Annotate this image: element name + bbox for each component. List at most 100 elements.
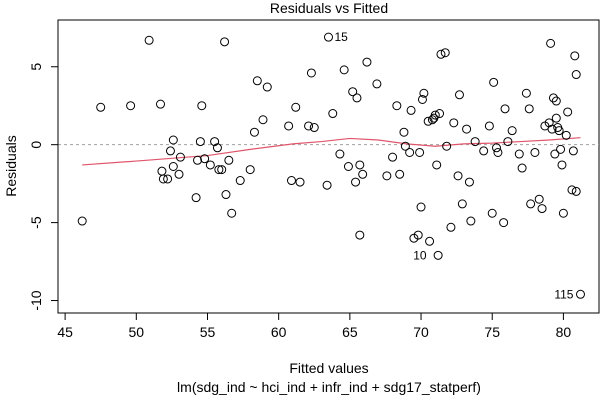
data-point: [200, 154, 210, 164]
x-tick-label: 65: [342, 324, 358, 340]
data-point: [499, 218, 509, 228]
data-point: [306, 68, 316, 78]
data-point: [156, 99, 166, 109]
data-point: [462, 124, 472, 134]
chart-title: Residuals vs Fitted: [270, 0, 388, 16]
data-point: [395, 169, 405, 179]
data-point: [575, 289, 585, 299]
data-point: [413, 230, 423, 240]
data-point: [457, 199, 467, 209]
data-point: [157, 166, 167, 176]
data-point: [168, 162, 178, 171]
data-point: [453, 171, 463, 181]
x-tick-label: 50: [129, 324, 145, 340]
point-labels: 15 10 115: [335, 30, 574, 301]
data-point: [435, 109, 445, 119]
data-point: [558, 208, 568, 218]
data-point: [286, 176, 296, 186]
data-point: [425, 236, 435, 246]
data-point: [430, 110, 440, 120]
data-point: [423, 116, 433, 126]
data-point: [348, 87, 358, 97]
data-point: [561, 130, 571, 140]
y-tick-label: -5: [28, 216, 44, 229]
data-point: [193, 155, 203, 165]
data-point: [77, 216, 87, 226]
x-tick-label: 60: [271, 324, 287, 340]
data-point: [335, 149, 345, 159]
data-point: [568, 146, 578, 156]
data-point: [372, 79, 382, 89]
data-point: [235, 176, 245, 186]
y-axis: -10 -5 0 5: [28, 63, 59, 311]
data-point: [358, 169, 368, 179]
data-point: [544, 118, 554, 128]
data-point: [262, 82, 272, 92]
loess-smooth-line: [82, 137, 581, 166]
data-point: [158, 174, 168, 184]
data-point: [436, 49, 446, 59]
data-point: [440, 48, 450, 58]
data-point: [212, 143, 222, 153]
data-point: [526, 199, 536, 209]
y-tick-label: 5: [28, 63, 44, 71]
data-point: [362, 57, 372, 67]
x-tick-label: 45: [57, 324, 73, 340]
data-point: [551, 96, 561, 106]
data-point: [493, 147, 503, 157]
data-point: [399, 127, 409, 137]
data-point: [168, 135, 178, 145]
data-point: [245, 165, 255, 175]
data-point: [220, 37, 230, 47]
data-point: [406, 105, 416, 115]
data-point: [570, 51, 580, 61]
y-tick-label: 0: [28, 141, 44, 149]
data-point: [355, 160, 365, 170]
data-point: [221, 190, 231, 200]
x-tick-label: 75: [484, 324, 500, 340]
data-point: [339, 65, 349, 75]
data-point: [489, 77, 499, 87]
x-axis-sublabel: lm(sdg_ind ~ hci_ind + infr_ind + sdg17_…: [177, 379, 481, 395]
data-point: [291, 102, 301, 112]
data-point: [392, 101, 402, 111]
x-axis-label: Fitted values: [289, 360, 368, 376]
data-point: [304, 121, 314, 131]
data-point: [405, 147, 415, 157]
data-point: [487, 208, 497, 218]
data-point: [442, 141, 452, 151]
data-point: [557, 160, 567, 170]
data-point: [416, 202, 426, 212]
point-label: 10: [413, 248, 427, 262]
data-point: [96, 102, 106, 112]
data-point: [556, 144, 566, 154]
data-point: [524, 104, 534, 114]
x-tick-label: 70: [413, 324, 429, 340]
plot-box: [57, 19, 600, 314]
data-point: [252, 76, 262, 86]
data-point: [400, 141, 410, 151]
data-point: [571, 70, 581, 80]
x-tick-label: 55: [200, 324, 216, 340]
data-point: [551, 113, 561, 123]
data-point: [503, 137, 513, 147]
y-axis-label: Residuals: [3, 135, 19, 196]
data-point: [388, 152, 398, 162]
point-label: 115: [554, 287, 573, 301]
data-point: [432, 160, 442, 170]
data-point: [328, 109, 338, 119]
data-point: [433, 250, 443, 260]
data-point: [507, 126, 517, 136]
data-point: [521, 88, 531, 98]
x-tick-label: 80: [556, 324, 572, 340]
data-point: [163, 174, 173, 184]
data-point: [514, 149, 524, 159]
data-point: [567, 185, 577, 195]
data-point: [382, 171, 392, 181]
data-point: [537, 204, 547, 214]
data-point: [563, 107, 573, 117]
data-point: [355, 230, 365, 240]
data-point: [464, 177, 474, 187]
data-point: [546, 38, 556, 48]
data-point: [449, 118, 459, 128]
